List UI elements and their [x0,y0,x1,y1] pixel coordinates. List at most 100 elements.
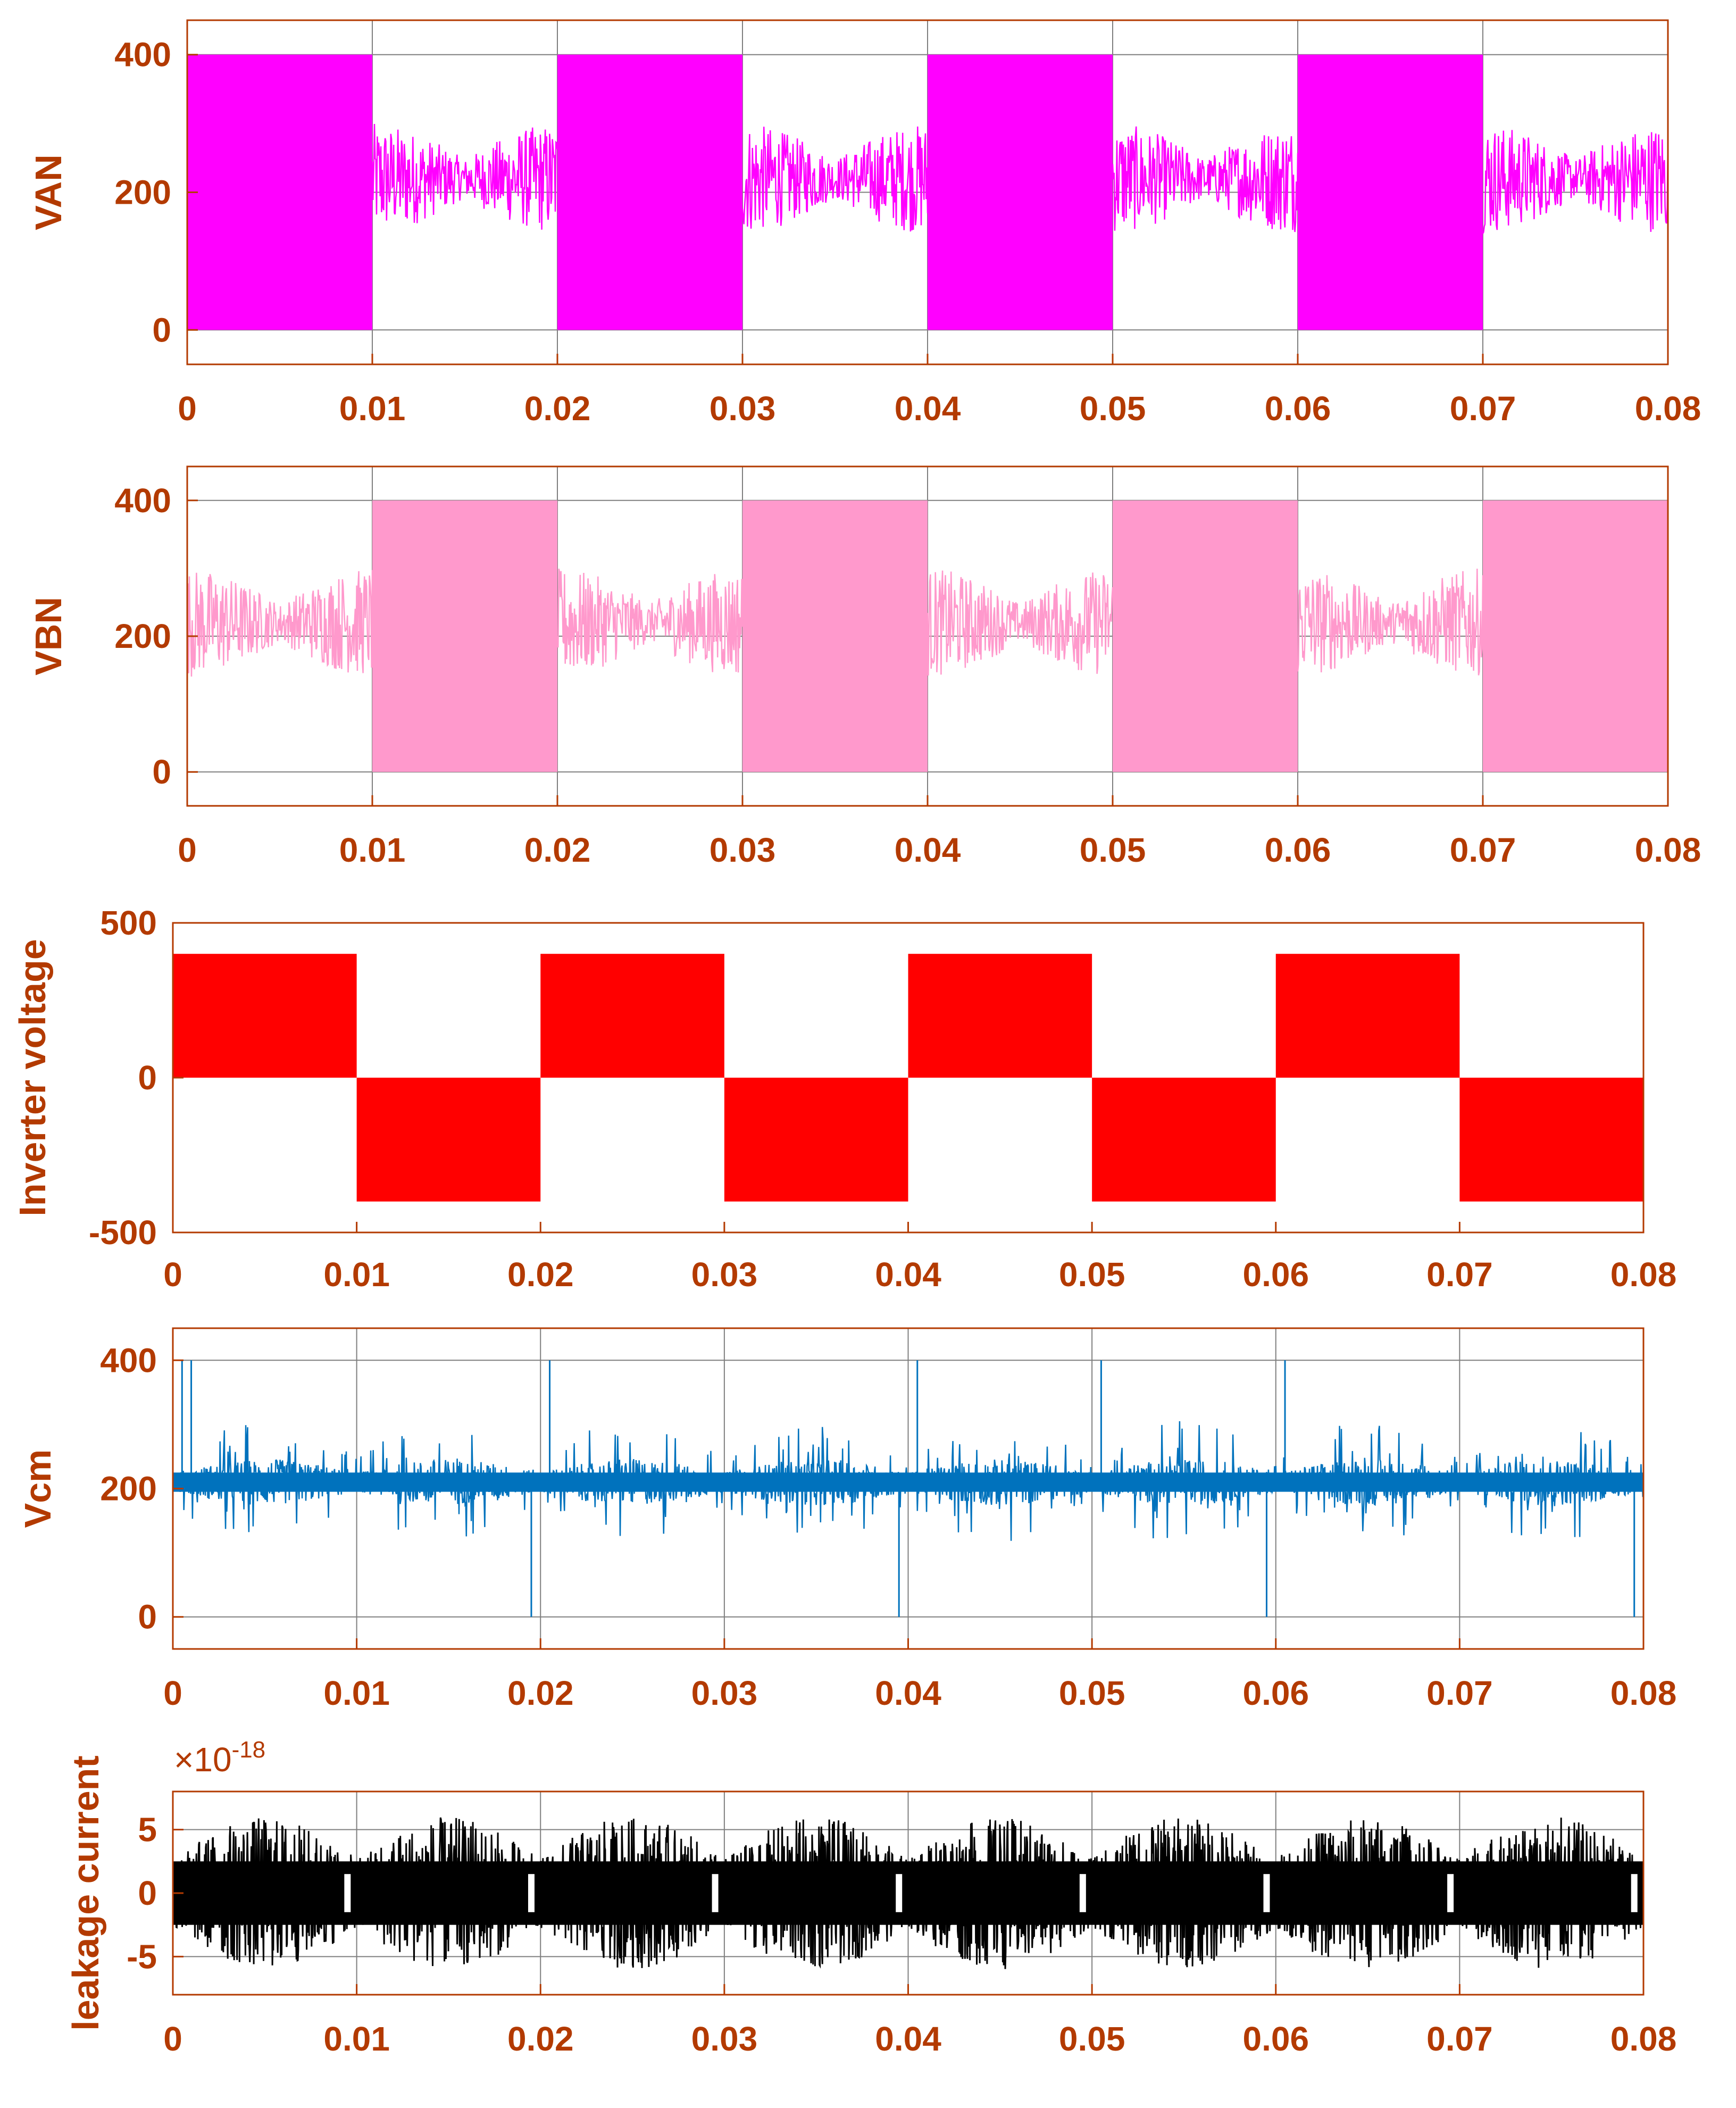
y-axis-label: VAN [28,154,69,230]
leakage-gap [1079,1874,1086,1912]
x-tick-label: 0.03 [710,389,776,428]
pwm-block-negative [724,1078,908,1202]
x-tick-label: 0.05 [1080,389,1146,428]
y-tick-label: 0 [152,753,171,791]
x-tick-label: 0.01 [323,1255,390,1294]
x-tick-label: 0.03 [691,1255,758,1294]
y-tick-label: 400 [114,481,171,520]
x-tick-label: 0.04 [895,831,961,869]
x-tick-label: 0.05 [1080,831,1146,869]
leakage-gap [712,1874,719,1912]
leakage-band [173,1861,1643,1925]
pwm-block [372,500,557,772]
chart-panel-van: 0 0.01 0.02 0.03 0.04 0.05 0.06 0.07 0.08 0 200 400… [28,19,1701,428]
axis-exponent: ×10-18 [174,1737,265,1779]
y-tick-label: 500 [100,904,157,942]
x-tick-label: 0 [178,831,197,869]
leakage-gap [1631,1874,1638,1912]
x-tick-label: 0.01 [323,2020,390,2058]
x-tick-label: 0.02 [524,389,591,428]
x-tick-label: 0.08 [1610,2020,1677,2058]
x-tick-label: 0.04 [895,389,961,428]
y-tick-label: 0 [138,1059,157,1097]
y-tick-label: 0 [138,1874,157,1912]
leakage-gap [528,1874,535,1912]
x-tick-label: 0.01 [339,389,406,428]
y-tick-label: 200 [114,173,171,212]
x-tick-label: 0.06 [1265,389,1331,428]
series-inverter [173,954,1643,1202]
y-axis: -5 0 5 [127,1811,183,1976]
x-tick-label: 0.07 [1426,1255,1493,1294]
leakage-gap [1447,1874,1454,1912]
x-tick-label: 0.02 [507,2020,574,2058]
x-tick-label: 0.07 [1450,389,1516,428]
leakage-gap [1263,1874,1270,1912]
pwm-block-negative [356,1078,541,1202]
leakage-gap [896,1874,903,1912]
x-tick-label: 0 [163,1255,182,1294]
series-vcm [172,1360,1645,1617]
x-tick-label: 0.01 [339,831,406,869]
x-tick-label: 0.03 [710,831,776,869]
x-tick-label: 0.06 [1242,2020,1309,2058]
x-axis: 0 0.01 0.02 0.03 0.04 0.05 0.06 0.07 0.08 [163,1638,1676,1712]
x-tick-label: 0.08 [1635,831,1701,869]
pwm-block-positive [173,954,357,1078]
pwm-block-negative [1092,1078,1276,1202]
ringing-trace [186,569,1484,677]
vcm-band [173,1472,1643,1492]
x-tick-label: 0.03 [691,1674,758,1712]
x-tick-label: 0 [163,1674,182,1712]
x-axis: 0 0.01 0.02 0.03 0.04 0.05 0.06 0.07 0.08 [163,1222,1676,1294]
series-van [187,54,1669,330]
y-tick-label: 400 [100,1341,157,1379]
y-axis: -500 0 500 [89,904,183,1252]
x-tick-label: 0.05 [1059,1255,1125,1294]
y-axis: 0 200 400 [114,36,198,349]
x-axis: 0 0.01 0.02 0.03 0.04 0.05 0.06 0.07 0.08 [163,1984,1676,2058]
ringing-trace [371,123,1669,234]
x-tick-label: 0.04 [875,2020,941,2058]
x-tick-label: 0.01 [323,1674,390,1712]
y-axis-label: leakage current [65,1755,106,2030]
y-axis-label: Inverter voltage [12,939,53,1216]
y-tick-label: -5 [127,1937,157,1976]
x-tick-label: 0.06 [1242,1674,1309,1712]
x-tick-label: 0.05 [1059,2020,1125,2058]
chart-panel-inverter: 0 0.01 0.02 0.03 0.04 0.05 0.06 0.07 0.08-500050… [12,904,1676,1294]
x-tick-label: 0.04 [875,1674,941,1712]
y-axis-label: Vcm [17,1449,59,1528]
x-axis: 0 0.01 0.02 0.03 0.04 0.05 0.06 0.07 0.08 [178,354,1701,428]
pwm-block-positive [1275,954,1460,1078]
y-axis-label: VBN [28,597,69,676]
x-tick-label: 0.02 [507,1255,574,1294]
y-tick-label: 0 [138,1598,157,1636]
pwm-block [1113,500,1298,772]
x-tick-label: 0.02 [507,1674,574,1712]
y-tick-label: 400 [114,36,171,74]
pwm-block [1483,500,1668,772]
y-tick-label: -500 [89,1213,157,1252]
pwm-block-positive [540,954,724,1078]
pwm-block-positive [908,954,1092,1078]
pwm-block [187,54,372,330]
x-tick-label: 0.07 [1426,2020,1493,2058]
x-tick-label: 0.03 [691,2020,758,2058]
y-axis: 0 200 400 [100,1341,183,1636]
x-tick-label: 0.07 [1426,1674,1493,1712]
x-tick-label: 0.06 [1242,1255,1309,1294]
chart-panel-leakage: 0 0.01 0.02 0.03 0.04 0.05 0.06 0.07 0.08 -5 0 5 lea… [65,1737,1676,2058]
y-tick-label: 200 [114,617,171,655]
x-tick-label: 0.06 [1265,831,1331,869]
pwm-block [928,54,1113,330]
pwm-block [742,500,928,772]
x-axis: 0 0.01 0.02 0.03 0.04 0.05 0.06 0.07 0.08 [178,795,1701,869]
series-vbn [186,500,1668,772]
x-tick-label: 0 [178,389,197,428]
y-tick-label: 5 [138,1811,157,1849]
x-tick-label: 0.08 [1635,389,1701,428]
y-axis: 0 200 400 [114,481,198,791]
chart-panel-vcm: 0 0.01 0.02 0.03 0.04 0.05 0.06 0.07 0.08 0 200 400… [17,1327,1676,1712]
